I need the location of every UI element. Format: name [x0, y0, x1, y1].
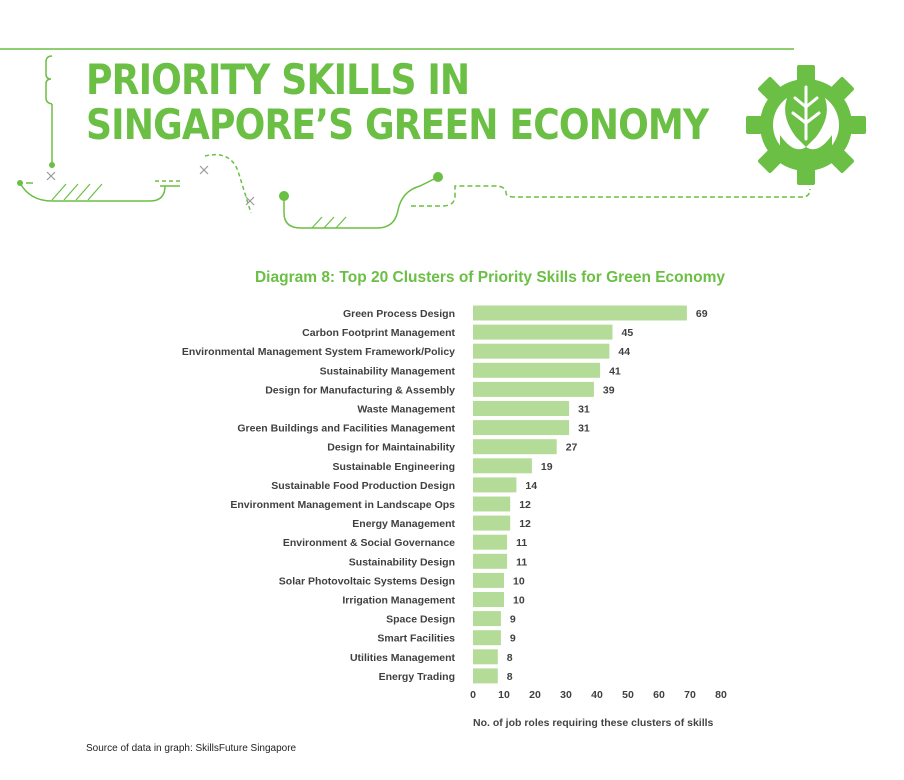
bar	[473, 668, 498, 684]
data-label: 39	[603, 384, 615, 396]
category-label: Smart Facilities	[377, 633, 455, 645]
data-label: 69	[696, 308, 708, 320]
x-tick-label: 70	[684, 689, 696, 701]
data-label: 14	[525, 480, 537, 492]
bar	[473, 439, 557, 455]
x-tick-label: 40	[591, 689, 603, 701]
header-decoration	[0, 48, 866, 229]
chart-title: Diagram 8: Top 20 Clusters of Priority S…	[254, 269, 725, 286]
bar	[473, 553, 508, 569]
bar	[473, 534, 508, 550]
category-label: Green Process Design	[343, 308, 455, 320]
data-label: 11	[516, 537, 527, 549]
category-label: Sustainable Engineering	[332, 461, 455, 473]
data-label: 9	[510, 614, 516, 626]
category-label: Design for Maintainability	[327, 442, 455, 454]
data-label: 45	[622, 327, 634, 339]
bar	[473, 401, 570, 416]
x-tick-label: 10	[498, 689, 510, 701]
category-label: Solar Photovoltaic Systems Design	[279, 575, 455, 587]
data-label: 12	[519, 499, 531, 511]
data-label: 10	[513, 575, 525, 587]
data-label: 8	[507, 652, 513, 664]
category-label: Space Design	[386, 614, 455, 626]
data-label: 31	[578, 404, 590, 416]
source-note: Source of data in graph: SkillsFuture Si…	[86, 743, 297, 754]
data-label: 12	[519, 518, 531, 530]
x-tick-label: 60	[653, 689, 665, 701]
circuit-nodes	[17, 162, 443, 201]
circuit-lines	[0, 48, 811, 229]
bar	[473, 458, 532, 474]
data-label: 10	[513, 595, 525, 607]
data-label: 11	[516, 556, 527, 568]
cross-marks	[46, 165, 255, 206]
bar	[473, 611, 501, 627]
bar	[473, 477, 517, 493]
data-label: 44	[618, 346, 630, 358]
category-label: Energy Trading	[379, 671, 455, 683]
x-tick-label: 0	[470, 689, 476, 701]
bar	[473, 630, 501, 646]
category-label: Sustainability Design	[349, 556, 455, 568]
data-label: 31	[578, 423, 590, 435]
category-label: Design for Manufacturing & Assembly	[265, 384, 455, 396]
bar	[473, 324, 613, 340]
data-label: 8	[507, 671, 513, 683]
data-label: 19	[541, 461, 553, 473]
x-tick-label: 20	[529, 689, 541, 701]
bar	[473, 592, 504, 607]
category-label: Carbon Footprint Management	[302, 327, 455, 339]
x-axis-label: No. of job roles requiring these cluster…	[473, 717, 714, 729]
x-tick-label: 80	[715, 689, 727, 701]
x-tick-label: 50	[622, 689, 634, 701]
bar	[473, 496, 511, 512]
bar	[473, 343, 610, 359]
data-label: 9	[510, 633, 516, 645]
bar	[473, 381, 594, 397]
category-label: Environmental Management System Framewor…	[182, 346, 455, 358]
bar	[473, 515, 511, 531]
category-label: Sustainable Food Production Design	[271, 480, 455, 492]
page-title-line-1: PRIORITY SKILLS IN	[86, 55, 470, 104]
category-label: Irrigation Management	[342, 595, 455, 607]
data-label: 41	[609, 365, 621, 377]
category-label: Utilities Management	[350, 652, 456, 664]
category-label: Sustainability Management	[320, 365, 456, 377]
category-label: Environment & Social Governance	[283, 537, 455, 549]
data-label: 27	[566, 442, 578, 454]
category-label: Green Buildings and Facilities Managemen…	[237, 423, 455, 435]
bar	[473, 572, 504, 588]
x-tick-label: 30	[560, 689, 572, 701]
bar	[473, 362, 601, 378]
bar	[473, 420, 570, 436]
category-label: Environment Management in Landscape Ops	[230, 499, 455, 511]
leaf-gear-icon	[746, 65, 866, 185]
category-label: Waste Management	[357, 404, 455, 416]
bar	[473, 649, 498, 665]
page-title-line-2: SINGAPORE’S GREEN ECONOMY	[86, 100, 709, 149]
category-label: Energy Management	[352, 518, 455, 530]
bar	[473, 305, 687, 321]
